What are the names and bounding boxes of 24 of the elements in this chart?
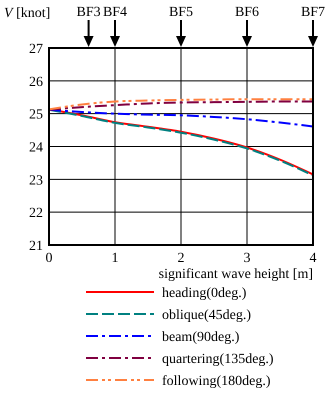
x-tick-label: 0 xyxy=(46,251,52,266)
y-tick-label: 26 xyxy=(29,74,43,90)
y-tick-label: 23 xyxy=(29,173,43,188)
y-tick-label: 21 xyxy=(29,239,43,254)
ref-line-label: BF7 xyxy=(300,5,326,20)
legend-label: heading(0deg.) xyxy=(162,286,247,301)
x-tick-label: 2 xyxy=(178,251,184,266)
y-tick-label: 25 xyxy=(29,108,43,123)
x-tick-label: 1 xyxy=(112,251,118,266)
ref-line-label: BF3 xyxy=(76,5,101,20)
legend-label: oblique(45deg.) xyxy=(162,308,252,323)
y-axis-title: V [knot] xyxy=(4,6,50,21)
x-axis-title: significant wave height [m] xyxy=(158,267,313,282)
y-tick-label: 24 xyxy=(29,140,43,156)
legend-label: beam(90deg.) xyxy=(162,330,240,345)
y-tick-label: 27 xyxy=(29,42,43,57)
ref-line-label: BF6 xyxy=(234,5,260,20)
legend-label: following(180deg.) xyxy=(162,374,271,389)
x-tick-label: 4 xyxy=(310,251,316,266)
y-tick-label: 22 xyxy=(29,206,43,222)
legend-label: quartering(135deg.) xyxy=(162,352,274,367)
ref-line-label: BF4 xyxy=(102,5,128,20)
ref-line-label: BF5 xyxy=(168,5,194,20)
x-tick-label: 3 xyxy=(244,251,250,266)
